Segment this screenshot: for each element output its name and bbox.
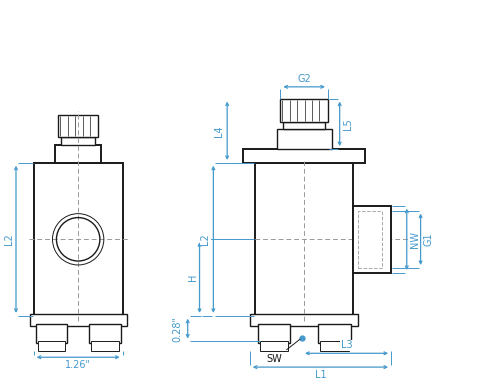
Text: 1.26": 1.26" — [65, 360, 91, 370]
Bar — [353, 206, 391, 273]
Bar — [30, 314, 127, 326]
Bar — [276, 129, 332, 149]
Bar — [36, 324, 67, 344]
Text: L2: L2 — [201, 233, 210, 245]
Text: L4: L4 — [214, 125, 224, 136]
Bar — [359, 211, 382, 268]
Bar — [89, 324, 120, 344]
Bar — [250, 314, 359, 326]
Bar — [38, 342, 65, 352]
Bar — [59, 116, 98, 137]
Text: 0.28": 0.28" — [173, 316, 183, 342]
Text: G1: G1 — [423, 233, 433, 246]
Bar — [280, 99, 328, 122]
Bar — [258, 324, 290, 344]
Bar — [34, 163, 122, 316]
Text: SW: SW — [267, 339, 300, 364]
Text: NW: NW — [409, 231, 420, 248]
Bar — [61, 137, 95, 145]
Bar — [255, 163, 353, 316]
Text: G2: G2 — [297, 74, 311, 84]
Bar — [260, 342, 288, 352]
Text: H: H — [188, 274, 198, 281]
Bar — [320, 342, 348, 352]
Text: L5: L5 — [343, 118, 353, 130]
Bar — [243, 149, 365, 163]
Bar — [318, 324, 350, 344]
Text: L3: L3 — [341, 340, 352, 350]
Bar — [56, 145, 101, 163]
Text: L2: L2 — [4, 233, 14, 245]
Bar — [91, 342, 119, 352]
Text: L1: L1 — [314, 370, 326, 380]
Bar — [283, 122, 325, 129]
